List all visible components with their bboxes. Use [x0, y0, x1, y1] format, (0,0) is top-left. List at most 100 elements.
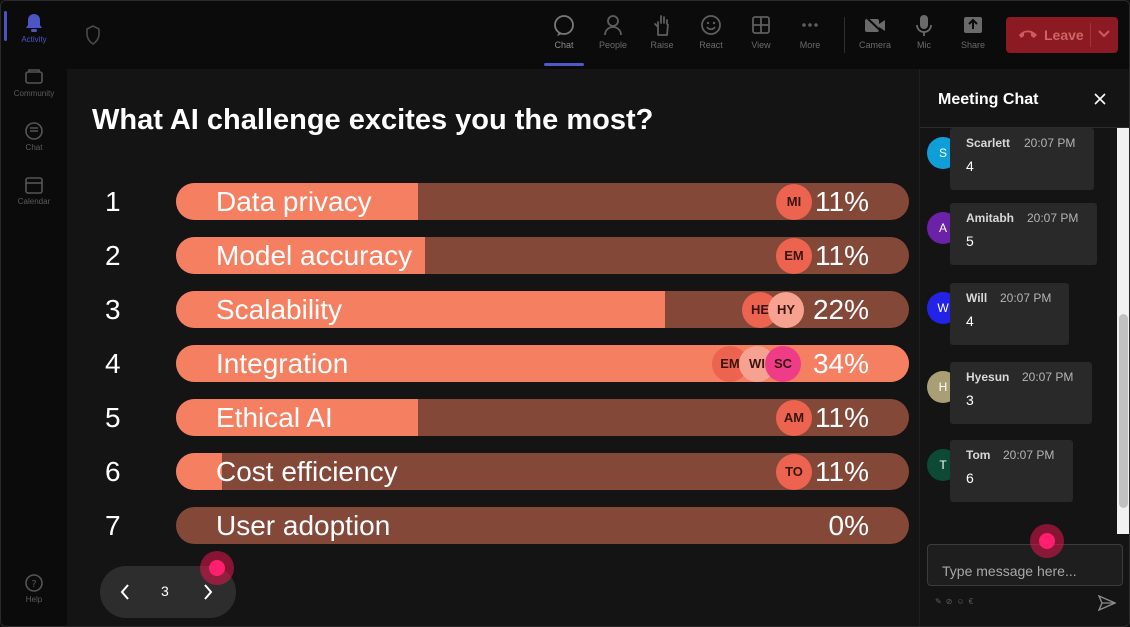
raise-hand-icon	[654, 15, 669, 36]
poll-option-percent: 11%	[815, 240, 869, 271]
poll-question: What AI challenge excites you the most?	[92, 104, 654, 136]
chat-divider	[920, 127, 1129, 128]
rail-label-activity: Activity	[21, 35, 47, 44]
chat-message-bubble[interactable]: Will 20:07 PM 4	[950, 283, 1069, 345]
chat-sender-name: Will	[966, 291, 988, 305]
poll-option-label: Integration	[216, 348, 349, 379]
toolbar-active-indicator	[544, 63, 584, 66]
poll-option-fill	[176, 399, 418, 436]
poll-option-row: 5 Ethical AI AM 11%	[67, 399, 919, 437]
chat-icon	[554, 15, 574, 36]
toolbar-share-button[interactable]: Share	[951, 13, 995, 50]
chat-avatar-initial: T	[939, 458, 947, 472]
calendar-icon	[25, 177, 43, 194]
pager: 3	[100, 566, 236, 618]
poll-option-row: 2 Model accuracy EM 11%	[67, 237, 919, 275]
chevron-left-icon[interactable]	[118, 581, 132, 603]
scrollbar-thumb[interactable]	[1119, 314, 1128, 508]
poll-option-number: 2	[105, 240, 121, 271]
chat-scrollbar[interactable]	[1117, 128, 1129, 534]
chat-message-bubble[interactable]: Hyesun 20:07 PM 3	[950, 362, 1092, 424]
share-icon	[964, 17, 982, 33]
toolbar-mic-label: Mic	[917, 40, 931, 50]
poll-option-row: 7 User adoption 0%	[67, 507, 919, 545]
toolbar-mic-button[interactable]: Mic	[902, 13, 946, 50]
pointer-indicator	[200, 551, 234, 585]
toolbar-share-label: Share	[960, 40, 986, 50]
rail-active-indicator	[4, 11, 7, 41]
voter-avatar: SC	[765, 346, 801, 382]
poll-option-bar: Cost efficiency TO 11%	[176, 453, 909, 490]
chat-message-bubble[interactable]: Tom 20:07 PM 6	[950, 440, 1073, 502]
poll-option-number: 7	[105, 510, 121, 541]
leave-button[interactable]: Leave	[1006, 17, 1118, 53]
close-icon[interactable]	[1093, 92, 1107, 106]
chat-sender-name: Amitabh	[966, 211, 1014, 225]
poll-option-label: Ethical AI	[216, 402, 333, 433]
toolbar-more-button[interactable]: More	[788, 13, 832, 50]
toolbar-people-button[interactable]: People	[591, 13, 635, 50]
help-icon: ?	[25, 574, 43, 592]
rail-item-community[interactable]: Community	[1, 67, 67, 98]
rail-item-calendar[interactable]: Calendar	[1, 175, 67, 206]
poll-option-bar: Ethical AI AM 11%	[176, 399, 909, 436]
toolbar-react-button[interactable]: React	[689, 13, 733, 50]
poll-option-percent: 0%	[828, 510, 869, 541]
poll-option-fill	[176, 237, 425, 274]
chat-message-input[interactable]	[927, 544, 1123, 586]
community-icon	[25, 69, 43, 84]
chat-message-text: 5	[966, 233, 974, 249]
poll-option-percent: 11%	[815, 456, 869, 487]
poll-option-number: 6	[105, 456, 121, 487]
react-icon	[701, 15, 721, 35]
chat-message-text: 4	[966, 313, 974, 329]
chevron-down-icon[interactable]	[1097, 29, 1111, 39]
poll-option-label: Cost efficiency	[216, 456, 398, 487]
poll-option-fill	[176, 183, 418, 220]
leave-label: Leave	[1044, 27, 1084, 43]
svg-text:?: ?	[31, 579, 36, 590]
poll-option-bar: User adoption 0%	[176, 507, 909, 544]
mic-icon	[916, 15, 932, 36]
voter-avatar: AM	[776, 400, 812, 436]
view-icon	[752, 16, 770, 34]
chat-avatar-initial: A	[938, 221, 947, 235]
chat-message-bubble[interactable]: Scarlett 20:07 PM 4	[950, 128, 1094, 190]
poll-option-bar: Integration EM WI SC 34%	[176, 345, 909, 382]
toolbar-view-label: View	[751, 40, 771, 50]
chat-avatar-initial: S	[938, 146, 947, 160]
bell-icon	[26, 14, 42, 32]
chat-sender-name: Hyesun	[966, 370, 1010, 384]
rail-item-help[interactable]: ? Help	[1, 573, 67, 604]
rail-item-chat[interactable]: Chat	[1, 121, 67, 152]
poll-option-bar: Data privacy MI 11%	[176, 183, 909, 220]
toolbar-people-label: People	[598, 40, 628, 50]
toolbar-chat-button[interactable]: Chat	[542, 13, 586, 50]
chevron-right-icon[interactable]	[201, 581, 215, 603]
toolbar-chat-label: Chat	[554, 40, 574, 50]
toolbar-camera-button[interactable]: Camera	[853, 13, 897, 50]
voter-avatar: MI	[776, 184, 812, 220]
chat-timestamp: 20:07 PM	[1027, 211, 1079, 225]
poll-option-label: Data privacy	[216, 186, 372, 217]
format-icons[interactable]: ✎⊘☺€	[935, 597, 978, 606]
toolbar-raise-button[interactable]: Raise	[640, 13, 684, 50]
meeting-chat-panel: Meeting Chat S Scarlett 20:07 PM 4 A Amitabh 2…	[919, 69, 1129, 626]
send-icon[interactable]	[1098, 595, 1116, 611]
toolbar-more-label: More	[799, 40, 821, 50]
rail-label-calendar: Calendar	[17, 197, 51, 206]
camera-icon	[864, 15, 886, 36]
rail-item-activity[interactable]: Activity	[1, 13, 67, 44]
toolbar-view-button[interactable]: View	[739, 13, 783, 50]
chat-message-list: S Scarlett 20:07 PM 4 A Amitabh 20:07 PM 5 W Will…	[920, 128, 1120, 536]
chat-message-text: 3	[966, 392, 974, 408]
poll-option-number: 4	[105, 348, 121, 379]
poll-option-row: 4 Integration EM WI SC 34%	[67, 345, 919, 383]
chat-message-bubble[interactable]: Amitabh 20:07 PM 5	[950, 203, 1097, 265]
meeting-toolbar: Chat People Raise React View More Camera	[67, 1, 1129, 69]
voter-avatar: EM	[776, 238, 812, 274]
chat-bubble-icon	[25, 122, 43, 140]
chat-timestamp: 20:07 PM	[1000, 291, 1052, 305]
poll-option-row: 6 Cost efficiency TO 11%	[67, 453, 919, 491]
